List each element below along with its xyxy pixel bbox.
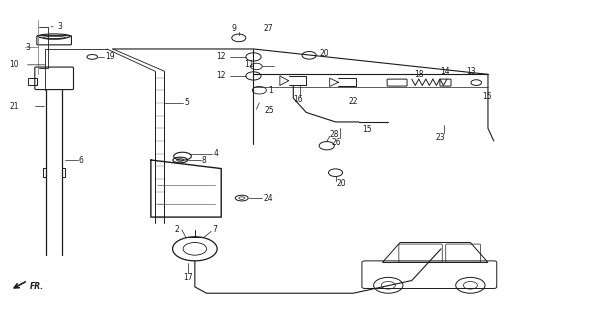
Text: 16: 16: [293, 95, 302, 104]
Text: 10: 10: [9, 60, 19, 69]
Text: 12: 12: [217, 52, 226, 61]
Text: 6: 6: [79, 156, 84, 164]
Text: 18: 18: [415, 70, 424, 79]
Bar: [28, 77, 37, 85]
Text: 25: 25: [264, 106, 274, 115]
Text: 23: 23: [435, 133, 445, 142]
Text: 3: 3: [25, 43, 30, 52]
Text: 11: 11: [244, 60, 254, 69]
Text: 24: 24: [263, 194, 273, 203]
Text: 22: 22: [349, 97, 358, 106]
Text: 26: 26: [332, 138, 341, 147]
Text: 9: 9: [232, 24, 237, 33]
Text: 20: 20: [319, 49, 329, 58]
Text: 12: 12: [217, 71, 226, 80]
Text: 17: 17: [183, 273, 193, 282]
Text: 4: 4: [214, 149, 219, 158]
Text: 2: 2: [175, 225, 180, 234]
Text: 8: 8: [202, 156, 207, 164]
Text: 1: 1: [268, 86, 273, 95]
Text: 14: 14: [440, 67, 449, 76]
Text: 15: 15: [482, 92, 492, 101]
Text: 27: 27: [263, 24, 273, 33]
Text: 15: 15: [362, 125, 372, 134]
Text: 13: 13: [466, 67, 476, 76]
Text: 28: 28: [330, 130, 339, 139]
Text: 5: 5: [184, 99, 189, 108]
Text: 7: 7: [213, 225, 217, 234]
Text: FR.: FR.: [29, 282, 44, 292]
Text: 19: 19: [105, 52, 115, 61]
Text: 21: 21: [9, 101, 19, 111]
Text: 3: 3: [58, 22, 62, 31]
Text: 20: 20: [337, 179, 346, 188]
